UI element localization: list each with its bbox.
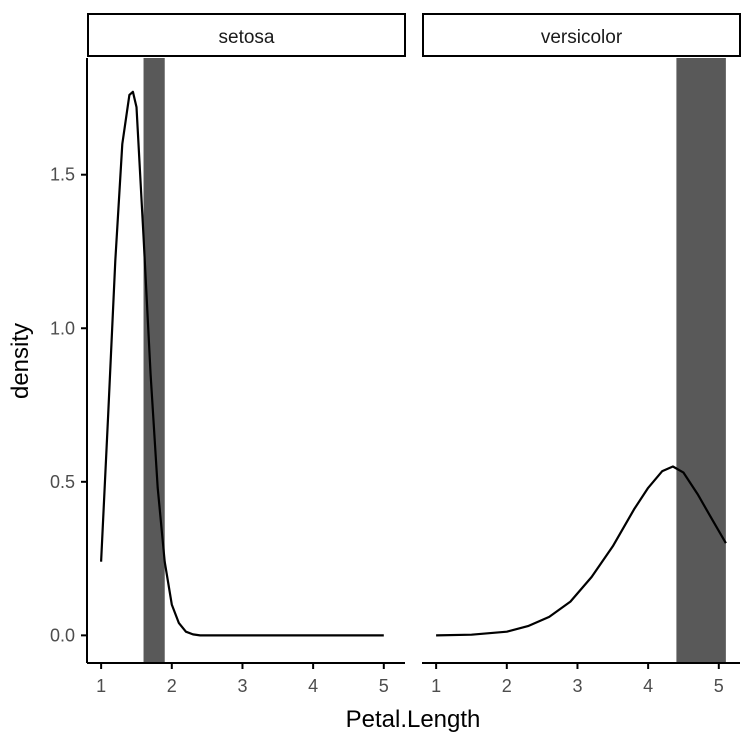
shaded-band-setosa (143, 58, 165, 663)
strip-label-setosa: setosa (219, 27, 275, 48)
density-line-versicolor (436, 465, 727, 637)
x-tick-label: 4 (643, 676, 653, 696)
y-tick-label: 1.5 (50, 165, 75, 185)
x-tick-label: 2 (167, 676, 177, 696)
y-axis-title: density (7, 323, 34, 399)
x-tick-label: 4 (308, 676, 318, 696)
shaded-band-versicolor (676, 58, 726, 663)
x-tick-label: 3 (572, 676, 582, 696)
x-axis-title: Petal.Length (346, 706, 481, 733)
x-ticks-versicolor: 1 2 3 4 5 (431, 663, 724, 696)
y-ticks: 0.0 0.5 1.0 1.5 (50, 165, 87, 645)
panel-versicolor: versicolor 1 2 3 4 5 (422, 13, 741, 696)
x-tick-label: 1 (431, 676, 441, 696)
strip-label-versicolor: versicolor (541, 27, 623, 48)
x-ticks-setosa: 1 2 3 4 5 (96, 663, 389, 696)
x-tick-label: 2 (502, 676, 512, 696)
plot-area-versicolor (436, 58, 727, 663)
y-tick-label: 1.0 (50, 318, 75, 338)
panel-setosa: setosa 1 2 3 4 5 (86, 13, 406, 696)
y-tick-label: 0.5 (50, 472, 75, 492)
x-tick-label: 3 (237, 676, 247, 696)
x-tick-label: 5 (714, 676, 724, 696)
y-tick-label: 0.0 (50, 625, 75, 645)
strip-setosa (87, 13, 406, 57)
x-tick-label: 1 (96, 676, 106, 696)
strip-versicolor (422, 13, 741, 57)
x-tick-label: 5 (379, 676, 389, 696)
plot-area-setosa (100, 58, 384, 663)
density-line-setosa (100, 90, 384, 637)
